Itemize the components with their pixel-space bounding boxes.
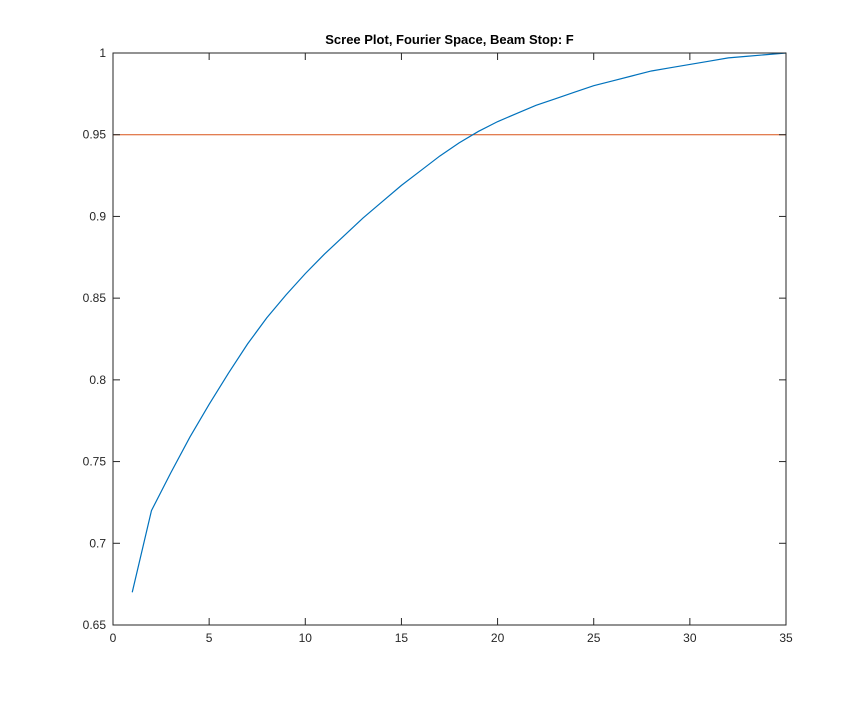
y-tick-label: 0.95 [83, 128, 107, 142]
y-tick-label: 0.8 [89, 373, 106, 387]
y-tick-label: 0.65 [83, 618, 107, 632]
y-tick-label: 0.75 [83, 455, 107, 469]
x-tick-label: 5 [206, 631, 213, 645]
x-tick-label: 25 [587, 631, 601, 645]
y-tick-label: 1 [99, 46, 106, 60]
plot-area [113, 53, 786, 625]
x-tick-label: 10 [299, 631, 313, 645]
chart-title: Scree Plot, Fourier Space, Beam Stop: F [325, 32, 574, 47]
x-tick-label: 30 [683, 631, 697, 645]
x-tick-label: 35 [779, 631, 793, 645]
x-tick-label: 15 [395, 631, 409, 645]
y-tick-label: 0.7 [89, 536, 106, 550]
y-tick-label: 0.9 [89, 209, 106, 223]
axes-box [112, 52, 787, 626]
x-tick-label: 20 [491, 631, 505, 645]
x-tick-label: 0 [110, 631, 117, 645]
cumulative-variance-line [131, 52, 787, 593]
y-tick-label: 0.85 [83, 291, 107, 305]
